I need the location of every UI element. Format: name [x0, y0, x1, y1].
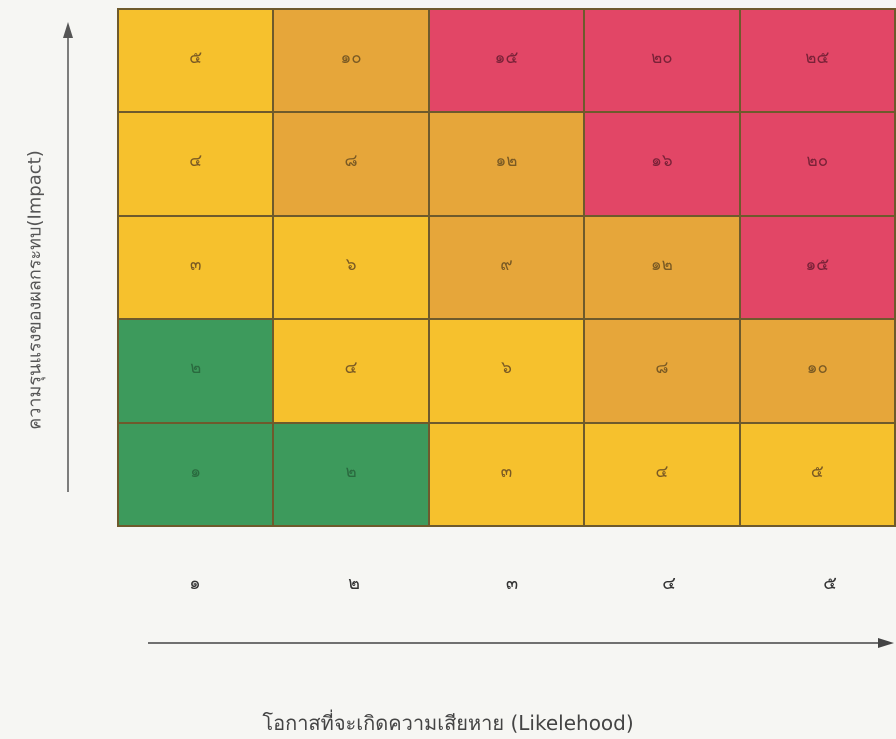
x-axis-arrow	[148, 638, 894, 648]
risk-cell: ๒๕	[739, 9, 895, 113]
risk-cell: ๑	[118, 422, 274, 526]
x-tick-3: ๓	[505, 573, 519, 594]
risk-matrix-grid: ๕๑๐ ๑๕ ๒๐ ๒๕๔๘๑๒ ๑๖ ๒๐๓๖๙๑๒ ๑๕๒๔๖๘๑๐๑๒๓๔๕	[117, 8, 896, 527]
risk-cell: ๘	[584, 319, 740, 423]
risk-cell: ๑๕	[739, 215, 895, 320]
y-axis-label: ความรุนแรงของผลกระทบ(Impact)	[24, 150, 46, 430]
risk-cell: ๑๖	[584, 112, 740, 216]
x-tick-4: ๔	[662, 573, 676, 594]
x-axis-label: โอกาสที่จะเกิดความเสียหาย (Likelehood)	[262, 711, 634, 735]
risk-cell: ๒๐	[739, 112, 895, 216]
risk-cell: ๓	[118, 215, 274, 320]
risk-cell: ๔	[118, 112, 274, 216]
risk-cell: ๑๐	[273, 9, 429, 113]
risk-cell: ๑๐	[739, 319, 895, 423]
risk-cell: ๒	[273, 422, 429, 526]
risk-cell: ๑๕	[428, 9, 585, 113]
y-axis-arrow	[63, 22, 73, 492]
risk-cell: ๖	[273, 215, 429, 320]
risk-cell: ๔	[584, 422, 740, 526]
risk-cell: ๖	[428, 319, 585, 423]
risk-cell: ๕	[739, 422, 895, 526]
risk-cell: ๑๒	[428, 112, 585, 216]
x-tick-5: ๕	[823, 573, 837, 594]
risk-cell: ๒๐	[584, 9, 740, 113]
risk-cell: ๒	[118, 319, 274, 423]
risk-cell: ๘	[273, 112, 429, 216]
x-tick-2: ๒	[348, 573, 360, 594]
risk-cell: ๔	[273, 319, 429, 423]
risk-cell: ๙	[428, 215, 585, 320]
x-tick-1: ๑	[189, 573, 201, 594]
risk-cell: ๓	[428, 422, 585, 526]
risk-cell: ๑๒	[584, 215, 740, 320]
risk-cell: ๕	[118, 9, 274, 113]
